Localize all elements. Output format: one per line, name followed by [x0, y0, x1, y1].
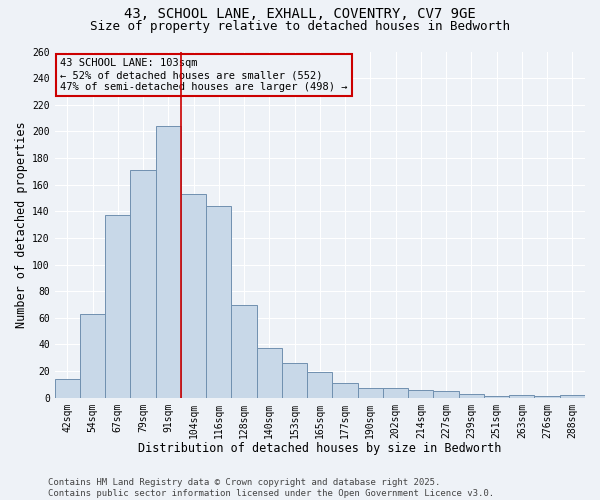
Bar — [307, 372, 332, 398]
Text: 43, SCHOOL LANE, EXHALL, COVENTRY, CV7 9GE: 43, SCHOOL LANE, EXHALL, COVENTRY, CV7 9… — [124, 8, 476, 22]
Bar — [560, 395, 585, 398]
Y-axis label: Number of detached properties: Number of detached properties — [15, 122, 28, 328]
Bar — [408, 390, 433, 398]
Bar — [105, 216, 130, 398]
Bar — [55, 379, 80, 398]
Bar — [535, 396, 560, 398]
Text: 43 SCHOOL LANE: 103sqm
← 52% of detached houses are smaller (552)
47% of semi-de: 43 SCHOOL LANE: 103sqm ← 52% of detached… — [60, 58, 347, 92]
Bar — [257, 348, 282, 398]
Text: Size of property relative to detached houses in Bedworth: Size of property relative to detached ho… — [90, 20, 510, 33]
Bar — [282, 363, 307, 398]
Bar — [155, 126, 181, 398]
Bar — [459, 394, 484, 398]
Bar — [484, 396, 509, 398]
Text: Contains HM Land Registry data © Crown copyright and database right 2025.
Contai: Contains HM Land Registry data © Crown c… — [48, 478, 494, 498]
X-axis label: Distribution of detached houses by size in Bedworth: Distribution of detached houses by size … — [138, 442, 502, 455]
Bar — [130, 170, 155, 398]
Bar — [358, 388, 383, 398]
Bar — [80, 314, 105, 398]
Bar — [232, 304, 257, 398]
Bar — [433, 391, 459, 398]
Bar — [509, 395, 535, 398]
Bar — [181, 194, 206, 398]
Bar — [206, 206, 232, 398]
Bar — [383, 388, 408, 398]
Bar — [332, 383, 358, 398]
